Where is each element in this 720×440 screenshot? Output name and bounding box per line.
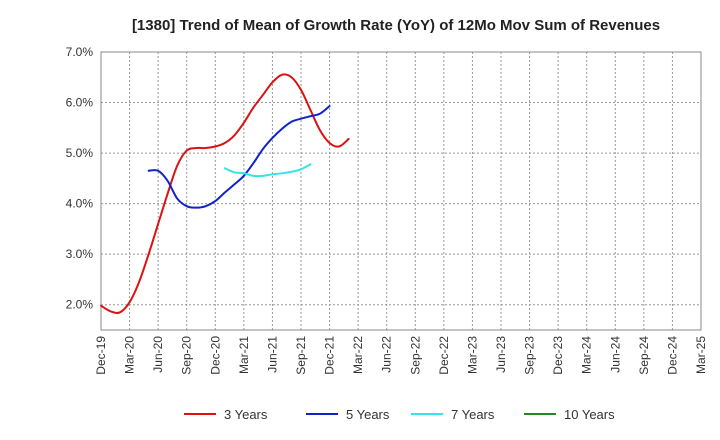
x-tick-label: Jun-22 — [380, 336, 394, 373]
x-tick-label: Sep-24 — [637, 336, 651, 375]
x-tick-label: Jun-21 — [265, 336, 279, 373]
plot-area-frame — [100, 51, 702, 331]
x-tick-label: Dec-20 — [208, 336, 222, 375]
x-tick-label: Mar-24 — [580, 336, 594, 374]
x-tick-label: Dec-22 — [437, 336, 451, 375]
legend-label-5-years: 5 Years — [346, 407, 390, 422]
x-tick-label: Sep-20 — [180, 336, 194, 375]
y-axis: 2.0% 3.0% 4.0% 5.0% 6.0% 7.0% — [66, 45, 94, 312]
legend-label-10-years: 10 Years — [564, 407, 615, 422]
x-tick-label: Sep-21 — [294, 336, 308, 375]
x-tick-label: Mar-22 — [351, 336, 365, 374]
x-axis: Dec-19 Mar-20 Jun-20 Sep-20 Dec-20 Mar-21 Jun-… — [94, 336, 708, 375]
legend-label-3-years: 3 Years — [224, 407, 268, 422]
x-tick-label: Jun-24 — [608, 336, 622, 373]
x-tick-label: Dec-21 — [323, 336, 337, 375]
x-tick-label: Sep-22 — [408, 336, 422, 375]
series-line-7-years — [223, 163, 312, 178]
x-tick-label: Mar-25 — [694, 336, 708, 374]
y-tick-label: 7.0% — [66, 45, 94, 59]
y-tick-label: 3.0% — [66, 247, 94, 261]
x-tick-label: Jun-23 — [494, 336, 508, 373]
grid — [101, 51, 701, 330]
x-tick-label: Dec-23 — [551, 336, 565, 375]
series-layer — [100, 73, 350, 314]
x-tick-label: Sep-23 — [523, 336, 537, 375]
y-tick-label: 6.0% — [66, 96, 94, 110]
x-tick-label: Mar-20 — [123, 336, 137, 374]
x-tick-label: Mar-23 — [465, 336, 479, 374]
series-line-3-years — [100, 73, 350, 314]
y-tick-label: 2.0% — [66, 298, 94, 312]
y-tick-label: 5.0% — [66, 146, 94, 160]
series-line-5-years — [147, 105, 331, 209]
x-tick-label: Dec-24 — [665, 336, 679, 375]
y-tick-label: 4.0% — [66, 197, 94, 211]
chart-title: [1380] Trend of Mean of Growth Rate (YoY… — [132, 17, 660, 34]
legend: 3 Years 5 Years 7 Years 10 Years — [184, 407, 615, 422]
x-tick-label: Jun-20 — [151, 336, 165, 373]
x-tick-label: Dec-19 — [94, 336, 108, 375]
legend-label-7-years: 7 Years — [451, 407, 495, 422]
x-tick-label: Mar-21 — [237, 336, 251, 374]
